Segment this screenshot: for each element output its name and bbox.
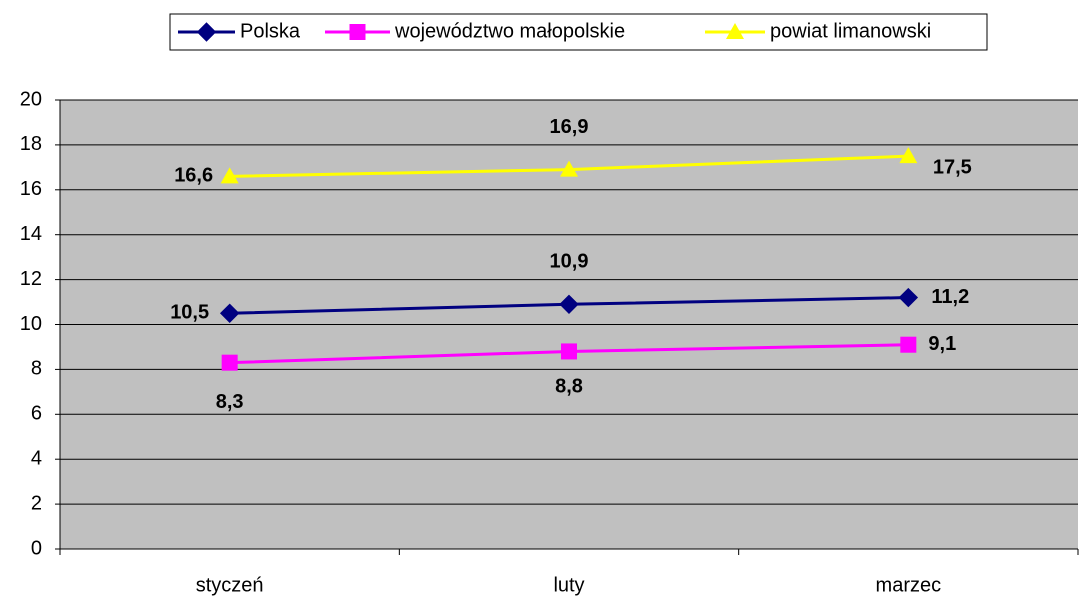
value-label: 10,5: [170, 302, 209, 324]
legend-box: [169, 13, 988, 51]
x-tick-label: marzec: [876, 574, 942, 596]
legend-label: Polska: [240, 20, 301, 42]
x-tick-label: styczeń: [196, 574, 264, 596]
marker: [560, 160, 578, 177]
y-tick-label: 16: [20, 178, 42, 200]
y-tick-label: 0: [31, 537, 42, 559]
value-label: 16,6: [174, 165, 213, 187]
y-tick-label: 10: [20, 313, 42, 335]
y-tick-label: 2: [31, 492, 42, 514]
x-tick-label: luty: [553, 574, 584, 596]
value-label: 17,5: [933, 156, 972, 178]
legend-marker: [349, 24, 366, 40]
legend-label: powiat limanowski: [770, 20, 931, 42]
marker: [219, 303, 240, 323]
value-label: 8,3: [216, 391, 244, 413]
marker: [899, 147, 918, 164]
value-label: 9,1: [928, 333, 956, 355]
y-tick-label: 14: [20, 223, 42, 245]
y-tick-label: 18: [20, 133, 42, 155]
marker: [900, 336, 917, 353]
value-label: 8,8: [555, 376, 583, 398]
marker: [559, 294, 579, 315]
y-tick-label: 8: [31, 358, 42, 380]
marker: [561, 343, 577, 360]
y-tick-label: 4: [31, 447, 42, 469]
y-tick-label: 20: [20, 88, 42, 110]
value-label: 10,9: [550, 251, 589, 273]
marker: [220, 167, 239, 184]
legend-marker: [726, 23, 744, 39]
y-tick-label: 6: [31, 403, 42, 425]
legend-marker: [196, 22, 217, 42]
legend-label: województwo małopolskie: [394, 20, 625, 42]
value-label: 16,9: [550, 116, 589, 138]
y-tick-label: 12: [20, 268, 42, 290]
marker: [221, 354, 238, 371]
value-label: 11,2: [931, 286, 969, 308]
marker: [898, 287, 919, 308]
